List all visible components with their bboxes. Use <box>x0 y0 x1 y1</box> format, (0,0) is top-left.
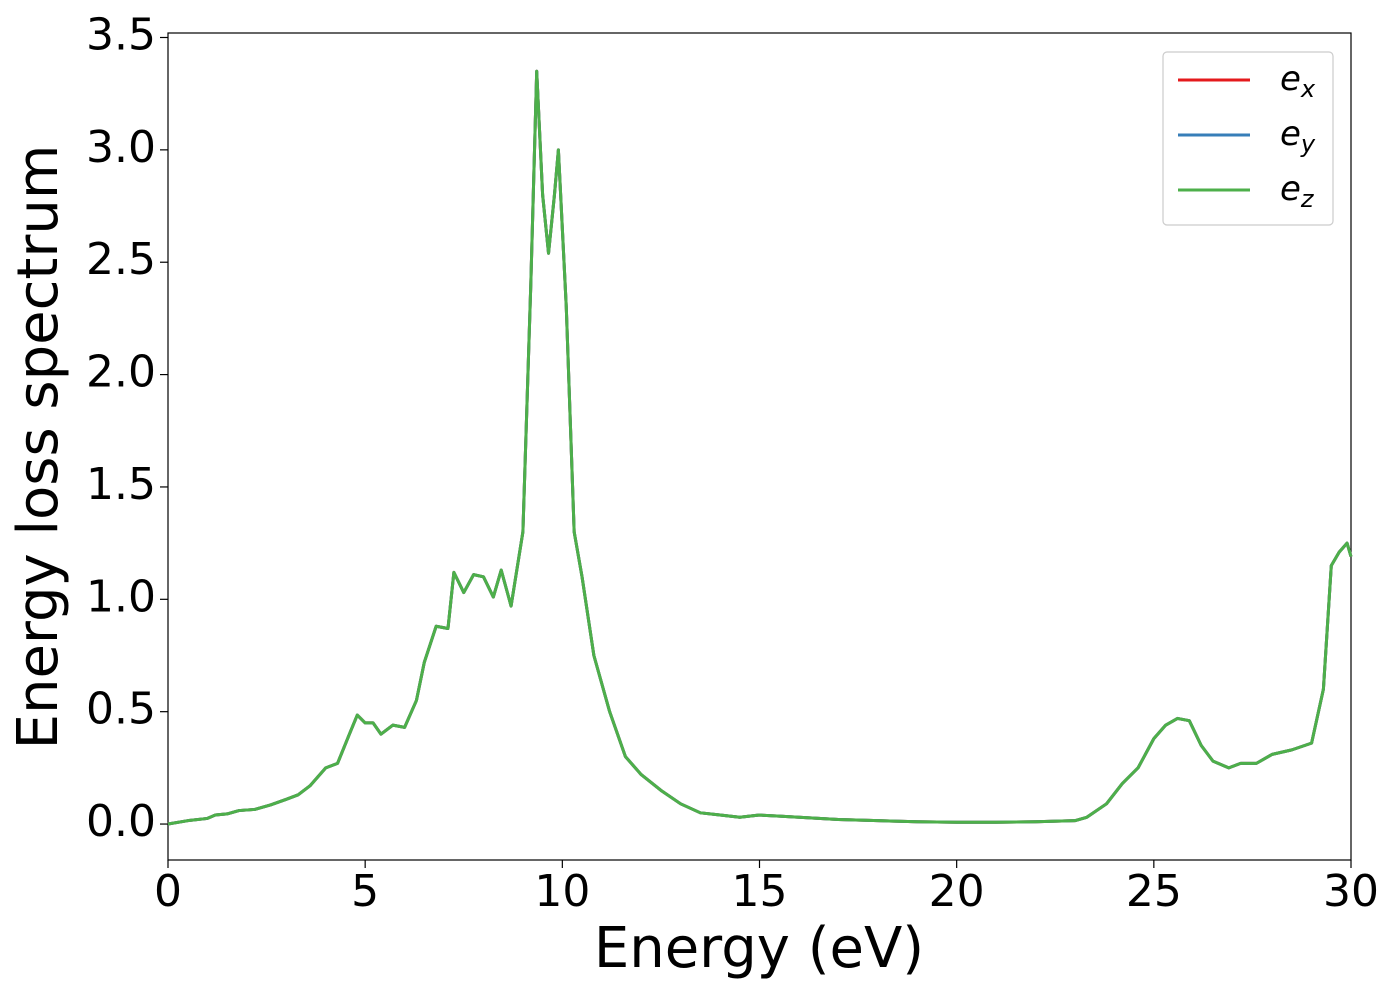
y-tick-label: 2.0 <box>86 347 156 398</box>
y-tick-label: 2.5 <box>86 234 156 285</box>
x-tick-label: 0 <box>154 866 182 917</box>
x-axis-label: Energy (eV) <box>594 916 924 981</box>
legend-box <box>1162 51 1334 226</box>
legend-label: ey <box>1280 114 1316 159</box>
y-tick-label: 3.0 <box>86 122 156 173</box>
x-tick-label: 5 <box>351 866 379 917</box>
y-tick-label: 0.5 <box>86 684 156 735</box>
y-tick-label: 1.5 <box>86 459 156 510</box>
y-axis-label: Energy loss spectrum <box>6 145 71 750</box>
x-tick-label: 10 <box>534 866 590 917</box>
x-tick-label: 15 <box>732 866 788 917</box>
y-tick-label: 3.5 <box>86 9 156 60</box>
legend-label: ex <box>1280 59 1316 104</box>
y-tick-label: 0.0 <box>86 796 156 847</box>
x-tick-label: 30 <box>1323 866 1379 917</box>
series-line <box>167 69 1353 826</box>
x-tick-label: 25 <box>1126 866 1182 917</box>
legend-label: ez <box>1280 169 1315 214</box>
legend: ex ey ez <box>1162 51 1334 226</box>
x-tick-label: 20 <box>929 866 985 917</box>
y-tick-label: 1.0 <box>86 571 156 622</box>
